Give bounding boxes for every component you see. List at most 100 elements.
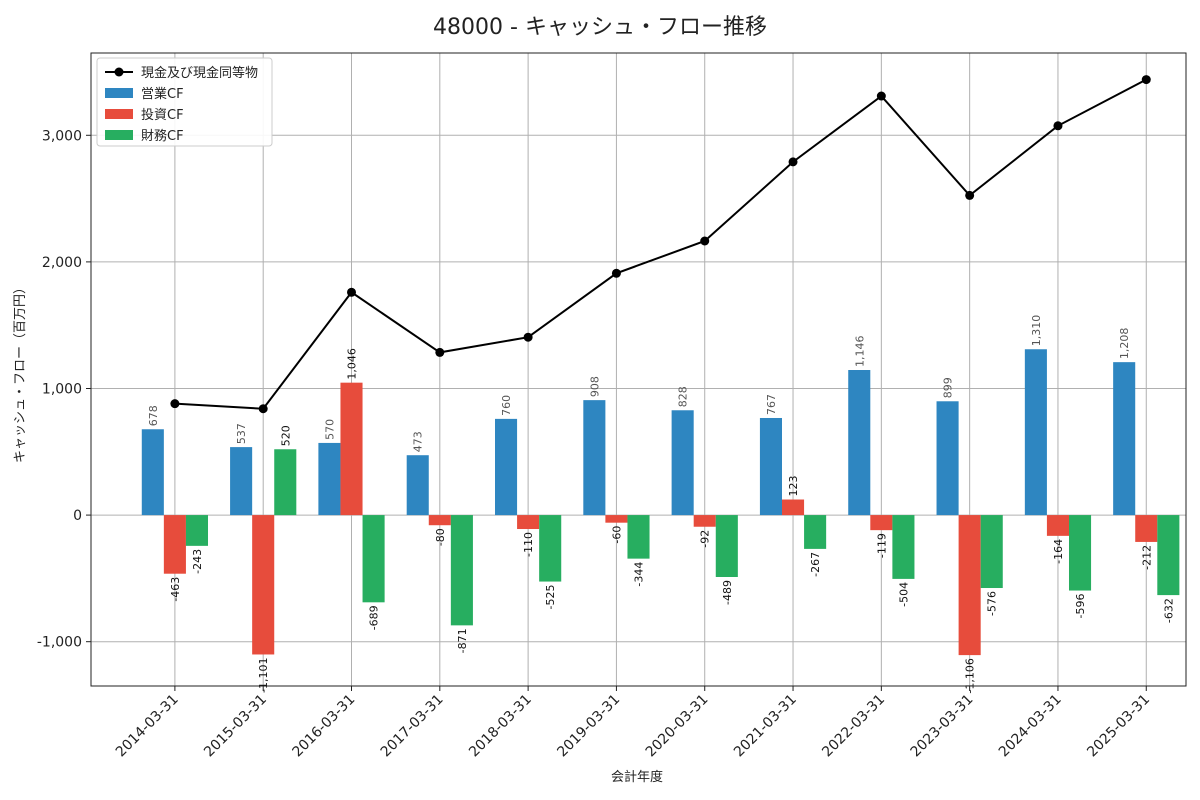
cash-point-6	[700, 236, 710, 246]
data-label-1-0: -463	[169, 577, 182, 602]
bar-0-3	[406, 455, 429, 516]
data-label-1-7: 123	[787, 476, 800, 497]
bar-1-0	[163, 515, 186, 574]
cash-point-9	[965, 190, 975, 200]
data-label-0-5: 908	[588, 376, 601, 397]
y-tick-label: -1,000	[37, 635, 82, 651]
legend-bar-swatch	[105, 88, 133, 98]
data-label-0-4: 760	[500, 395, 513, 416]
bar-0-10	[1024, 349, 1047, 516]
data-label-2-5: -344	[633, 562, 646, 587]
legend-bar-swatch	[105, 109, 133, 119]
cash-point-5	[611, 268, 621, 278]
bar-0-11	[1113, 362, 1136, 516]
cash-point-8	[876, 91, 886, 101]
data-label-0-6: 828	[677, 386, 690, 407]
bar-1-2	[340, 382, 363, 516]
data-label-0-11: 1,208	[1118, 328, 1131, 360]
cash-point-3	[435, 347, 445, 357]
bar-2-7	[804, 515, 827, 549]
data-label-1-3: -80	[434, 528, 447, 546]
bar-1-7	[781, 499, 805, 516]
legend-label: 投資CF	[141, 107, 184, 123]
bar-2-1	[274, 449, 297, 516]
bar-1-3	[428, 515, 451, 526]
plot-frame	[90, 52, 1187, 687]
bar-0-4	[495, 418, 518, 516]
y-tick-label: 0	[73, 508, 82, 524]
cash-point-1	[258, 404, 268, 414]
data-label-1-11: -212	[1140, 545, 1153, 570]
bar-1-9	[958, 515, 981, 656]
bar-series	[141, 349, 1180, 656]
cash-point-10	[1053, 121, 1063, 131]
data-labels: 678 537 570 473 760 908 828 767 1,146 899 1,310 1,2…	[147, 315, 1176, 694]
data-label-2-3: -871	[456, 628, 469, 653]
line-series	[170, 75, 1151, 414]
data-label-2-6: -489	[721, 580, 734, 605]
bar-1-4	[517, 515, 540, 530]
bar-1-10	[1046, 515, 1069, 536]
data-label-2-0: -243	[191, 549, 204, 574]
bar-2-6	[715, 515, 738, 577]
bar-1-8	[870, 515, 893, 531]
data-label-1-6: -92	[699, 530, 712, 548]
bar-0-1	[230, 447, 253, 516]
bar-2-8	[892, 515, 915, 579]
x-axis-label: 会計年度	[611, 769, 663, 785]
cash-point-4	[523, 332, 533, 342]
cash-point-0	[170, 399, 180, 409]
legend-label: 財務CF	[141, 129, 184, 144]
legend-label: 営業CF	[141, 86, 184, 102]
bar-2-3	[450, 515, 473, 626]
bar-2-2	[362, 515, 385, 603]
data-label-1-5: -60	[610, 526, 623, 544]
bar-0-6	[671, 410, 694, 516]
bar-0-8	[848, 370, 871, 516]
data-label-1-4: -110	[522, 532, 535, 557]
data-label-0-1: 537	[235, 423, 248, 444]
legend-line-marker	[114, 67, 124, 77]
legend-box	[96, 57, 273, 147]
bar-1-1	[252, 515, 275, 655]
bar-2-5	[627, 515, 650, 559]
bar-0-2	[318, 442, 341, 516]
data-label-0-3: 473	[412, 431, 425, 452]
data-label-1-9: -1,106	[964, 658, 977, 693]
chart-title: 48000 - キャッシュ・フロー推移	[433, 15, 767, 40]
data-label-2-10: -596	[1074, 594, 1087, 619]
y-axis-label: キャッシュ・フロー（百万円）	[13, 281, 28, 463]
data-label-0-7: 767	[765, 394, 778, 415]
data-label-0-10: 1,310	[1030, 315, 1043, 347]
data-label-2-11: -632	[1162, 598, 1175, 623]
y-tick-label: 1,000	[42, 381, 82, 397]
data-label-2-2: -689	[368, 605, 381, 630]
bar-1-5	[605, 515, 628, 523]
cash-point-2	[347, 287, 357, 297]
bar-1-6	[693, 515, 716, 527]
bar-2-0	[185, 515, 209, 546]
data-label-2-8: -504	[897, 582, 910, 607]
data-label-0-2: 570	[323, 419, 336, 440]
legend-label: 現金及び現金同等物	[141, 65, 258, 81]
bar-0-7	[759, 417, 782, 516]
cash-line	[174, 78, 1147, 410]
cash-point-11	[1141, 75, 1151, 85]
bar-2-9	[980, 515, 1003, 589]
y-tick-label: 2,000	[42, 255, 82, 271]
data-label-2-9: -576	[986, 591, 999, 616]
bar-0-0	[141, 429, 164, 516]
bar-1-11	[1135, 515, 1158, 542]
data-label-2-7: -267	[809, 552, 822, 577]
data-label-0-8: 1,146	[853, 336, 866, 368]
data-label-2-4: -525	[544, 585, 557, 610]
data-label-1-2: 1,046	[346, 348, 359, 380]
bar-0-5	[583, 400, 606, 516]
bar-0-9	[936, 401, 959, 516]
bar-2-4	[539, 515, 562, 582]
data-label-0-9: 899	[942, 377, 955, 398]
data-label-0-0: 678	[147, 405, 160, 426]
